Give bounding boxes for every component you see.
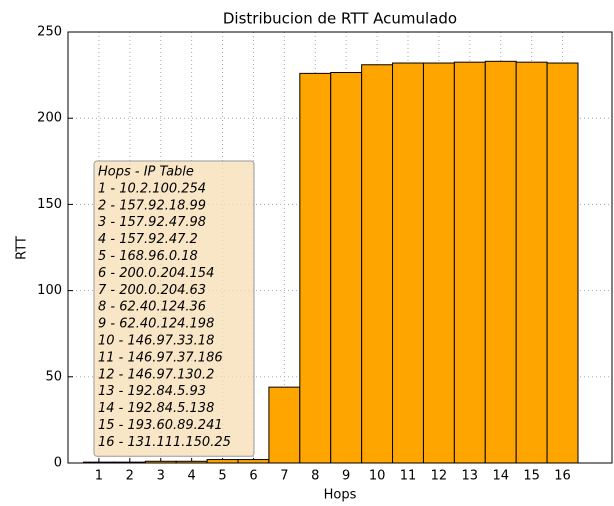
bar — [515, 61, 548, 464]
bar — [268, 386, 301, 464]
y-tick-label: 0 — [54, 456, 62, 471]
bar — [453, 61, 486, 464]
ip-table-title: Hops - IP Table — [98, 165, 194, 180]
x-tick-label: 8 — [311, 469, 319, 484]
y-tick-label: 50 — [45, 369, 62, 384]
bar — [299, 72, 332, 464]
ip-table-line: 12 - 146.97.130.2 — [98, 367, 214, 382]
y-tick-label: 250 — [37, 25, 62, 40]
plot-frame — [67, 31, 613, 464]
x-tick-label: 4 — [187, 469, 195, 484]
ip-table-line: 6 - 200.0.204.154 — [98, 266, 214, 281]
x-tick-label: 15 — [523, 469, 540, 484]
x-tick-label: 16 — [554, 469, 571, 484]
ip-table-line: 14 - 192.84.5.138 — [98, 401, 214, 416]
x-tick-label: 12 — [431, 469, 448, 484]
ip-table-line: 7 - 200.0.204.63 — [98, 283, 206, 298]
bar — [546, 62, 579, 464]
ip-table-line: 8 - 62.40.124.36 — [98, 300, 206, 315]
bar — [330, 72, 363, 464]
bar — [361, 64, 394, 464]
y-tick-label: 100 — [37, 283, 62, 298]
x-tick-label: 3 — [157, 469, 165, 484]
x-tick-label: 7 — [280, 469, 288, 484]
ip-table-line: 3 - 157.92.47.98 — [98, 215, 206, 230]
ip-table-line: 9 - 62.40.124.198 — [98, 317, 214, 332]
bar — [206, 459, 239, 464]
bar — [392, 62, 424, 464]
x-tick-label: 5 — [218, 469, 226, 484]
ip-table-line: 10 - 146.97.33.18 — [98, 334, 214, 349]
bar — [484, 60, 517, 464]
bar — [237, 459, 270, 464]
x-tick-label: 2 — [126, 469, 134, 484]
ip-table-line: 4 - 157.92.47.2 — [98, 232, 198, 247]
y-axis-label: RTT — [15, 236, 30, 260]
x-tick-label: 13 — [462, 469, 479, 484]
x-tick-label: 6 — [249, 469, 257, 484]
y-tick-label: 150 — [37, 197, 62, 212]
x-tick-label: 11 — [400, 469, 417, 484]
chart-title: Distribucion de RTT Acumulado — [223, 10, 457, 28]
bar — [422, 62, 455, 464]
x-axis-label: Hops — [324, 488, 357, 503]
x-tick-label: 10 — [369, 469, 386, 484]
ip-table-line: 5 - 168.96.0.18 — [98, 249, 198, 264]
x-tick-label: 9 — [342, 469, 350, 484]
ip-table-line: 13 - 192.84.5.93 — [98, 384, 206, 399]
ip-table-line: 11 - 146.97.37.186 — [98, 350, 223, 365]
ip-table-line: 15 - 193.60.89.241 — [98, 418, 223, 433]
ip-table-line: 2 - 157.92.18.99 — [98, 198, 206, 213]
x-tick-label: 1 — [95, 469, 103, 484]
ip-table-box — [93, 160, 255, 457]
x-tick-label: 14 — [492, 469, 509, 484]
ip-table-line: 16 - 131.111.150.25 — [98, 435, 231, 450]
y-tick-label: 200 — [37, 111, 62, 126]
ip-table-line: 1 - 10.2.100.254 — [98, 181, 206, 196]
